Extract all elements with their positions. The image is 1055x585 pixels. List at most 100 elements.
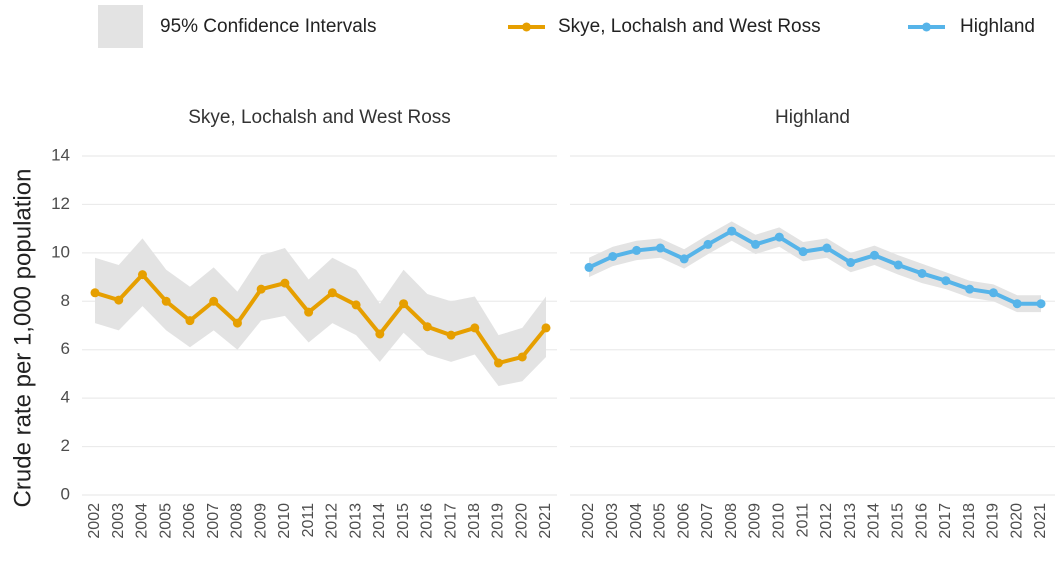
x-tick-label: 2003 — [604, 503, 621, 539]
y-tick-label: 8 — [61, 291, 70, 310]
legend-key-point — [522, 22, 531, 32]
x-tick-label: 2020 — [513, 503, 530, 539]
data-point — [679, 254, 689, 264]
data-point — [446, 330, 456, 340]
data-point — [655, 243, 665, 253]
x-tick-label: 2021 — [537, 503, 554, 539]
data-point — [517, 352, 527, 362]
data-point — [1012, 299, 1022, 309]
ci-band — [95, 238, 546, 387]
data-point — [941, 276, 951, 286]
data-point — [232, 318, 242, 328]
x-tick-label: 2008 — [229, 503, 246, 539]
data-point — [774, 232, 784, 242]
data-point — [304, 307, 314, 317]
data-point — [751, 239, 761, 249]
y-tick-label: 12 — [51, 194, 70, 213]
data-point — [185, 316, 195, 326]
data-point — [494, 358, 504, 368]
x-tick-label: 2020 — [1008, 503, 1025, 539]
data-point — [114, 295, 124, 305]
legend-label: Highland — [960, 16, 1035, 37]
legend-key-point — [922, 22, 931, 32]
data-point — [209, 296, 219, 306]
x-tick-label: 2014 — [866, 503, 883, 539]
data-point — [422, 322, 432, 332]
data-point — [893, 260, 903, 270]
y-axis-label: Crude rate per 1,000 population — [9, 169, 36, 508]
data-point — [256, 284, 266, 294]
x-tick-label: 2016 — [419, 503, 436, 539]
data-point — [1036, 299, 1046, 309]
data-point — [399, 299, 409, 309]
data-point — [608, 251, 618, 261]
x-tick-label: 2012 — [818, 503, 835, 539]
x-tick-label: 2014 — [371, 503, 388, 539]
x-tick-label: 2007 — [205, 503, 222, 539]
x-tick-label: 2002 — [86, 503, 103, 539]
x-tick-label: 2005 — [157, 503, 174, 539]
data-point — [541, 323, 551, 333]
y-tick-label: 2 — [61, 436, 70, 455]
x-tick-label: 2017 — [937, 503, 954, 539]
x-tick-label: 2004 — [134, 503, 151, 539]
y-tick-label: 0 — [61, 484, 70, 503]
legend-ci-key — [98, 5, 143, 48]
x-tick-label: 2009 — [747, 503, 764, 539]
x-tick-label: 2017 — [442, 503, 459, 539]
data-point — [90, 288, 100, 298]
data-point — [161, 296, 171, 306]
x-tick-label: 2003 — [110, 503, 127, 539]
data-point — [137, 270, 147, 280]
data-point — [988, 288, 998, 298]
x-tick-label: 2006 — [675, 503, 692, 539]
data-point — [703, 239, 713, 249]
data-point — [727, 226, 737, 236]
panel-title: Highland — [775, 107, 850, 128]
x-tick-label: 2012 — [324, 503, 341, 539]
y-tick-label: 14 — [51, 145, 70, 164]
x-tick-label: 2013 — [347, 503, 364, 539]
x-tick-label: 2011 — [794, 503, 811, 538]
x-tick-label: 2002 — [580, 503, 597, 539]
legend-label: Skye, Lochalsh and West Ross — [558, 16, 821, 37]
x-tick-label: 2006 — [181, 503, 198, 539]
data-point — [470, 323, 480, 333]
data-point — [965, 284, 975, 294]
data-point — [375, 329, 385, 339]
x-tick-label: 2007 — [699, 503, 716, 539]
y-tick-label: 6 — [61, 339, 70, 358]
y-tick-label: 10 — [51, 242, 70, 261]
data-point — [846, 258, 856, 268]
x-tick-label: 2021 — [1032, 503, 1049, 539]
ci-band — [589, 221, 1041, 313]
x-tick-label: 2011 — [300, 503, 317, 538]
data-point — [351, 300, 361, 310]
x-tick-label: 2010 — [771, 503, 788, 539]
panel-title: Skye, Lochalsh and West Ross — [188, 107, 451, 128]
data-point — [327, 288, 337, 298]
x-tick-label: 2015 — [395, 503, 412, 539]
data-point — [280, 278, 290, 288]
x-tick-label: 2004 — [628, 503, 645, 539]
x-tick-label: 2019 — [490, 503, 507, 539]
legend-ci-label: 95% Confidence Intervals — [160, 16, 377, 37]
x-tick-label: 2015 — [889, 503, 906, 539]
x-tick-label: 2008 — [723, 503, 740, 539]
x-tick-label: 2018 — [961, 503, 978, 539]
y-tick-label: 4 — [61, 388, 70, 407]
data-point — [869, 250, 879, 260]
data-point — [584, 262, 594, 272]
x-tick-label: 2013 — [842, 503, 859, 539]
data-point — [632, 245, 642, 255]
data-point — [917, 268, 927, 278]
data-point — [822, 243, 832, 253]
x-tick-label: 2019 — [985, 503, 1002, 539]
x-tick-label: 2009 — [252, 503, 269, 539]
data-point — [798, 247, 808, 257]
x-tick-label: 2016 — [913, 503, 930, 539]
x-tick-label: 2005 — [652, 503, 669, 539]
x-tick-label: 2010 — [276, 503, 293, 539]
x-tick-label: 2018 — [466, 503, 483, 539]
